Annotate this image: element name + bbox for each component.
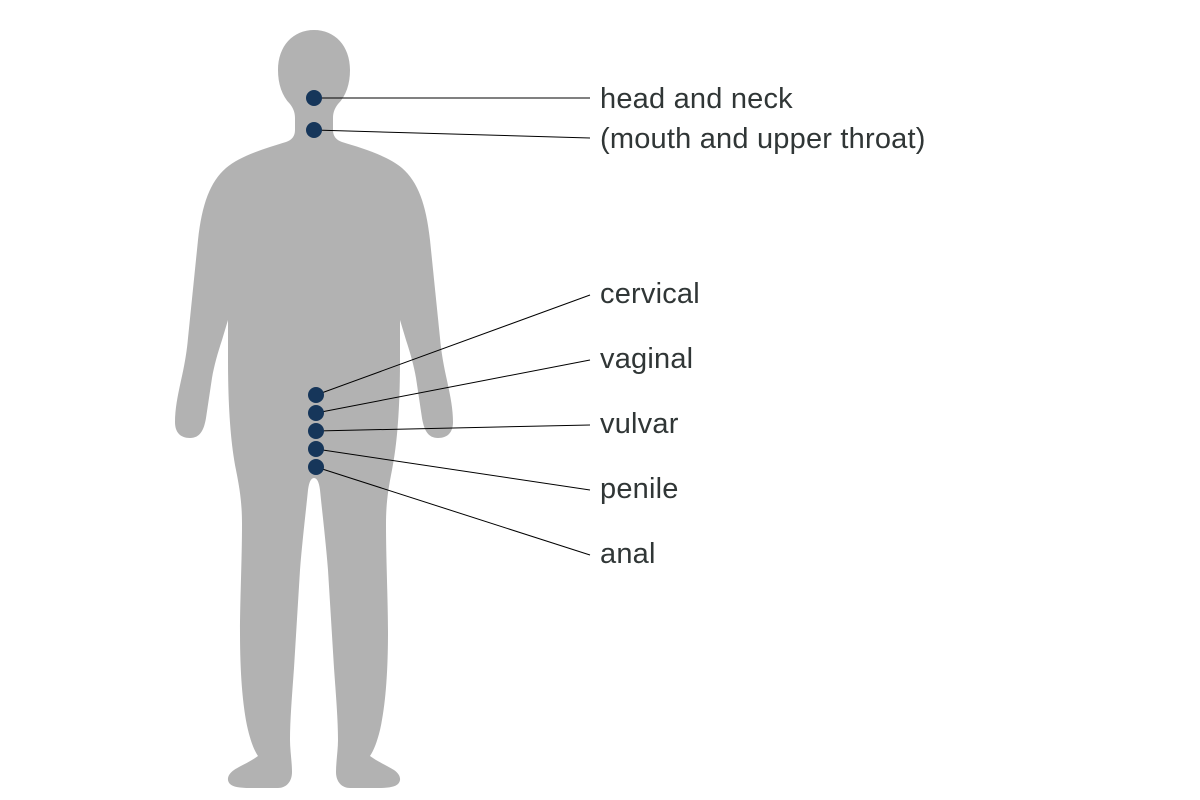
label-head-neck: head and neck (mouth and upper throat)	[600, 83, 926, 155]
marker-pelvis-3	[308, 423, 324, 439]
marker-pelvis-4	[308, 441, 324, 457]
label-head-neck-line-0: head and neck	[600, 83, 793, 115]
label-penile-line-0: penile	[600, 473, 679, 505]
label-vaginal: vaginal	[600, 343, 693, 375]
marker-pelvis-1	[308, 387, 324, 403]
label-penile: penile	[600, 473, 679, 505]
label-cervical: cervical	[600, 278, 700, 310]
marker-pelvis-2	[308, 405, 324, 421]
marker-neck-lower	[306, 122, 322, 138]
label-cervical-line-0: cervical	[600, 278, 700, 310]
label-head-neck-line-1: (mouth and upper throat)	[600, 123, 926, 155]
label-vaginal-line-0: vaginal	[600, 343, 693, 375]
leader-head-neck	[314, 130, 590, 138]
label-vulvar: vulvar	[600, 408, 679, 440]
label-anal-line-0: anal	[600, 538, 656, 570]
labels-group: head and neck (mouth and upper throat) cer…	[600, 83, 926, 570]
diagram-canvas: head and neck (mouth and upper throat) cer…	[0, 0, 1200, 800]
marker-neck-upper	[306, 90, 322, 106]
label-anal: anal	[600, 538, 656, 570]
label-vulvar-line-0: vulvar	[600, 408, 679, 440]
marker-pelvis-5	[308, 459, 324, 475]
